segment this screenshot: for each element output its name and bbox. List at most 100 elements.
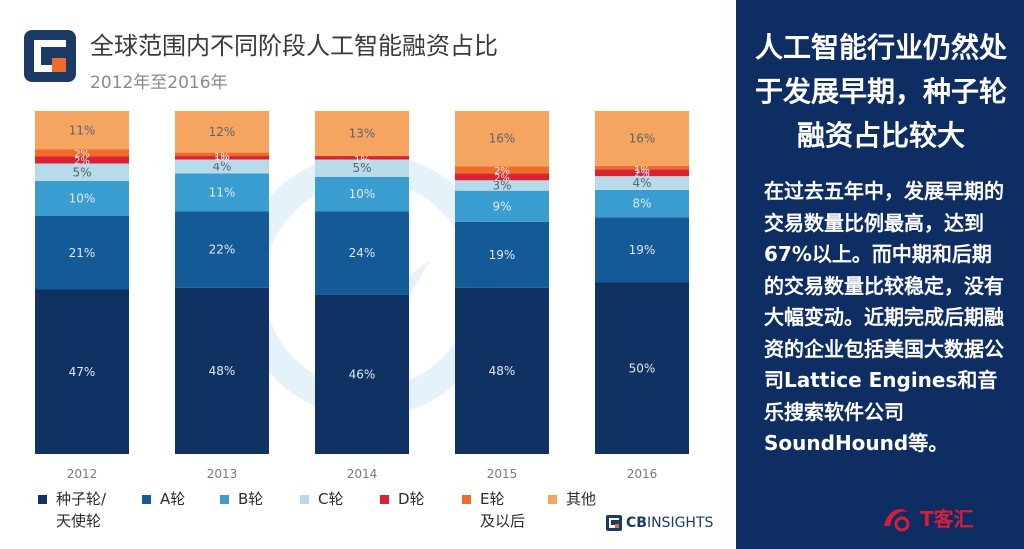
legend-label: 其他 (566, 490, 597, 508)
bar-segment (455, 221, 549, 288)
legend-label: D轮 (398, 490, 425, 508)
x-tick-label: 2014 (347, 467, 378, 481)
legend-label: B轮 (238, 490, 264, 508)
bar-segment (175, 211, 269, 288)
data-label: 22% (209, 243, 236, 257)
bar-segment (35, 149, 129, 157)
bar-segment (595, 217, 689, 283)
data-label: 24% (349, 246, 376, 260)
bar-segment (175, 152, 269, 157)
data-label: 2% (74, 149, 90, 160)
data-label: 11% (209, 185, 236, 199)
bar-segment (455, 111, 549, 167)
sidebar-body: 在过去五年中，发展早期的交易数量比例最高，达到67%以上。而中期和后期的交易数量… (764, 179, 1004, 455)
bar-segment (595, 165, 689, 170)
legend-item: D轮 (380, 488, 425, 510)
data-label: 3% (492, 178, 511, 192)
data-label: 5% (352, 161, 371, 175)
bar-segment (455, 190, 549, 222)
data-label: 1% (354, 155, 370, 166)
legend-item: A轮 (142, 488, 185, 510)
legend-item: C轮 (300, 488, 343, 510)
x-tick-label: 2015 (487, 467, 518, 481)
bar-segment (315, 294, 409, 454)
legend-item: E轮 及以后 (462, 488, 525, 532)
bar-segment (175, 111, 269, 153)
data-label: 16% (489, 132, 516, 146)
bar-segment (455, 166, 549, 174)
legend-swatch (380, 495, 389, 504)
bar-segment (35, 156, 129, 164)
data-label: 10% (349, 187, 376, 201)
bar-segment (315, 159, 409, 177)
chart-subtitle: 2012年至2016年 (90, 73, 228, 93)
bar-segment (595, 169, 689, 177)
data-label: 13% (349, 127, 376, 141)
bar-segment (35, 289, 129, 454)
bar-segment (175, 287, 269, 454)
data-label: 2% (634, 169, 650, 180)
legend-label: E轮 及以后 (480, 490, 526, 530)
chart-title: 全球范围内不同阶段人工智能融资占比 (90, 32, 498, 60)
legend-swatch (300, 495, 309, 504)
cbinsights-logo-icon (24, 30, 76, 82)
legend-item: B轮 (220, 488, 263, 510)
legend-label: C轮 (318, 490, 344, 508)
legend-swatch (220, 495, 229, 504)
data-label: 1% (214, 155, 230, 166)
data-label: 11% (69, 123, 96, 137)
bar-segment (315, 111, 409, 157)
tkehui-logo-icon (884, 508, 910, 532)
data-label: 21% (69, 246, 96, 260)
data-label: 4% (212, 159, 231, 173)
data-label: 12% (209, 125, 236, 139)
data-label: 19% (489, 248, 516, 262)
bar-segment (455, 180, 549, 191)
chart-panel: 全球范围内不同阶段人工智能融资占比 2012年至2016年 47% 21% 10% 5… (24, 30, 714, 532)
bar-segment (595, 111, 689, 166)
bar-segment (175, 159, 269, 174)
data-label: 5% (72, 165, 91, 179)
summary-sidebar: 人工智能行业仍然处于发展早期，种子轮融资占比较大 在过去五年中，发展早期的交易数… (736, 0, 1024, 549)
data-label: 50% (629, 361, 656, 375)
bar-segment (595, 189, 689, 218)
data-label: 47% (69, 365, 96, 379)
x-tick-label: 2012 (67, 467, 98, 481)
bar-segment (315, 156, 409, 160)
bar-segment (35, 216, 129, 290)
sidebar-headline: 人工智能行业仍然处于发展早期，种子轮融资占比较大 (754, 31, 1007, 152)
cbinsights-mark-icon (606, 515, 622, 531)
bar-segment (35, 163, 129, 181)
data-label: 10% (69, 192, 96, 206)
watermark-text: T客汇 (920, 506, 974, 531)
data-label: 16% (629, 131, 656, 145)
bar-segment (455, 173, 549, 181)
legend-swatch (38, 495, 47, 504)
legend-label: A轮 (160, 490, 186, 508)
cbinsights-brand: CB INSIGHTS (606, 515, 713, 531)
legend-swatch (462, 495, 471, 504)
bar-segment (35, 111, 129, 150)
tkehui-watermark: T客汇 (880, 500, 974, 534)
data-label: 1% (214, 152, 230, 163)
legend-swatch (548, 495, 557, 504)
legend-item: 其他 (548, 488, 596, 510)
bar-segment (595, 282, 689, 454)
data-label: 48% (209, 364, 236, 378)
bar-segment (175, 173, 269, 212)
data-label: 48% (489, 364, 516, 378)
data-label: 46% (349, 367, 376, 381)
brand-bold: CB (626, 515, 647, 531)
bar-segment (455, 287, 549, 454)
data-label: 9% (492, 199, 511, 213)
bar-segment (315, 211, 409, 295)
legend-label: 种子轮/ 天使轮 (56, 490, 107, 530)
legend-swatch (142, 495, 151, 504)
bar-segment (175, 156, 269, 160)
x-tick-label: 2016 (627, 467, 658, 481)
brand-thin: INSIGHTS (646, 515, 714, 531)
data-label: 19% (629, 243, 656, 257)
data-label: 2% (74, 156, 90, 167)
bar-segment (35, 181, 129, 216)
data-label: 8% (632, 197, 651, 211)
